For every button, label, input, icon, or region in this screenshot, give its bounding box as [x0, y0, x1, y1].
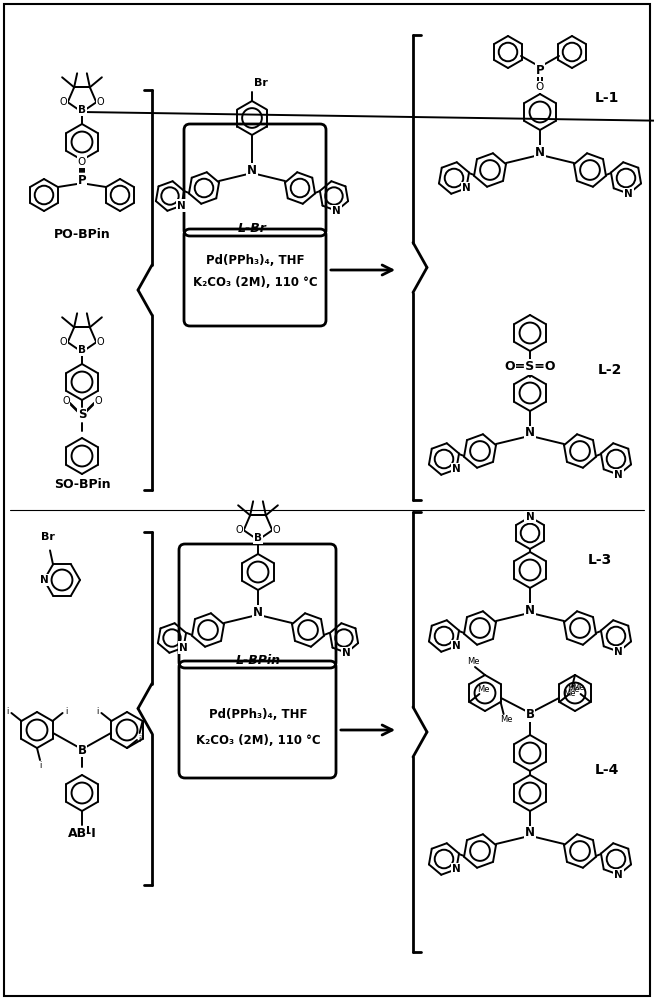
Text: N: N	[40, 575, 48, 585]
Text: Me: Me	[477, 686, 490, 694]
Text: O: O	[97, 337, 104, 347]
Text: B: B	[78, 744, 86, 756]
Text: P: P	[78, 174, 86, 186]
Text: B: B	[78, 345, 86, 355]
Text: i: i	[39, 762, 41, 770]
Text: N: N	[614, 470, 623, 480]
Text: O=S=O: O=S=O	[504, 360, 556, 373]
Text: Br: Br	[254, 78, 268, 88]
Text: N: N	[452, 864, 460, 874]
Text: K₂CO₃ (2M), 110 °C: K₂CO₃ (2M), 110 °C	[196, 734, 320, 746]
Text: AB-I: AB-I	[67, 827, 96, 840]
Text: I: I	[86, 826, 90, 836]
Text: N: N	[525, 426, 535, 440]
Text: L-1: L-1	[595, 91, 619, 105]
Text: N: N	[535, 145, 545, 158]
Text: B: B	[254, 533, 262, 543]
Text: N: N	[452, 641, 460, 651]
Text: N: N	[342, 648, 351, 658]
Text: Me: Me	[572, 684, 585, 692]
Text: Me: Me	[467, 656, 479, 666]
Text: O: O	[236, 525, 243, 535]
Text: i: i	[65, 706, 68, 716]
Text: N: N	[462, 183, 471, 193]
Text: N: N	[525, 826, 535, 840]
Text: N: N	[625, 189, 633, 199]
Text: N: N	[247, 163, 257, 176]
Text: N: N	[179, 643, 188, 653]
Text: L-Br: L-Br	[237, 222, 266, 235]
Text: N: N	[614, 870, 623, 880]
Text: N: N	[253, 605, 263, 618]
Text: SO-BPin: SO-BPin	[54, 478, 111, 491]
Text: O: O	[97, 97, 104, 107]
Text: Pd(PPh₃)₄, THF: Pd(PPh₃)₄, THF	[206, 253, 304, 266]
Text: i: i	[96, 706, 99, 716]
Text: S: S	[78, 408, 86, 422]
Text: O: O	[94, 396, 102, 406]
Text: Me: Me	[567, 686, 579, 694]
Text: O: O	[62, 396, 70, 406]
Text: N: N	[452, 464, 460, 474]
Text: O: O	[60, 97, 67, 107]
Text: PO-BPin: PO-BPin	[54, 228, 111, 241]
Text: i: i	[139, 734, 141, 744]
Text: O: O	[536, 82, 544, 92]
Text: i: i	[7, 706, 9, 716]
Text: B: B	[526, 708, 534, 722]
Text: L-4: L-4	[595, 763, 619, 777]
Text: L-2: L-2	[598, 363, 623, 377]
Text: O: O	[273, 525, 280, 535]
Text: P: P	[536, 64, 544, 77]
Text: L-BPin: L-BPin	[235, 654, 281, 667]
Text: N: N	[614, 647, 623, 657]
Text: N: N	[525, 603, 535, 616]
Text: L-3: L-3	[588, 553, 612, 567]
Text: O: O	[78, 157, 86, 167]
Text: B: B	[78, 105, 86, 115]
Text: N: N	[177, 201, 186, 211]
Text: O: O	[60, 337, 67, 347]
Text: Pd(PPh₃)₄, THF: Pd(PPh₃)₄, THF	[209, 708, 307, 722]
Text: K₂CO₃ (2M), 110 °C: K₂CO₃ (2M), 110 °C	[193, 275, 317, 288]
Text: N: N	[526, 512, 534, 522]
Text: Me: Me	[500, 716, 513, 724]
Text: i: i	[140, 734, 142, 742]
Text: Me: Me	[562, 688, 576, 698]
Text: N: N	[332, 206, 341, 216]
Text: Br: Br	[41, 532, 55, 542]
